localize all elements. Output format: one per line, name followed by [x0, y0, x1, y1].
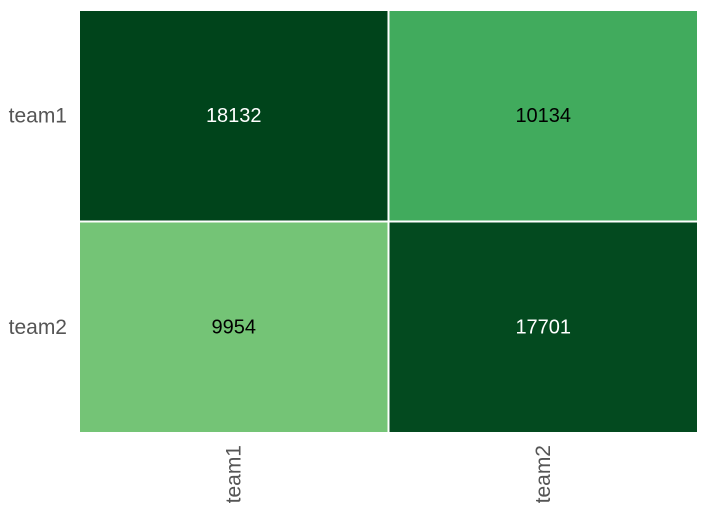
cell-value-label: 10134 [515, 105, 571, 127]
y-tick-label: team2 [9, 316, 67, 339]
cells-layer [78, 9, 699, 434]
heatmap-cell-team2-team1 [78, 220, 390, 434]
cell-labels-layer: 18132 10134 9954 17701 [206, 105, 571, 339]
x-axis-tick-labels: team1 team2 [222, 445, 555, 503]
cell-value-label: 17701 [515, 316, 571, 338]
heatmap-cell-team1-team2 [387, 9, 699, 223]
heatmap-cell-team2-team2 [387, 220, 699, 434]
y-axis-tick-labels: team1 team2 [9, 104, 67, 339]
y-tick-label: team1 [9, 104, 67, 127]
x-tick-label: team2 [532, 445, 555, 503]
x-tick-label: team1 [222, 445, 245, 503]
heatmap-cell-team1-team1 [78, 9, 390, 223]
cell-value-label: 18132 [206, 105, 262, 127]
cell-value-label: 9954 [212, 316, 257, 338]
